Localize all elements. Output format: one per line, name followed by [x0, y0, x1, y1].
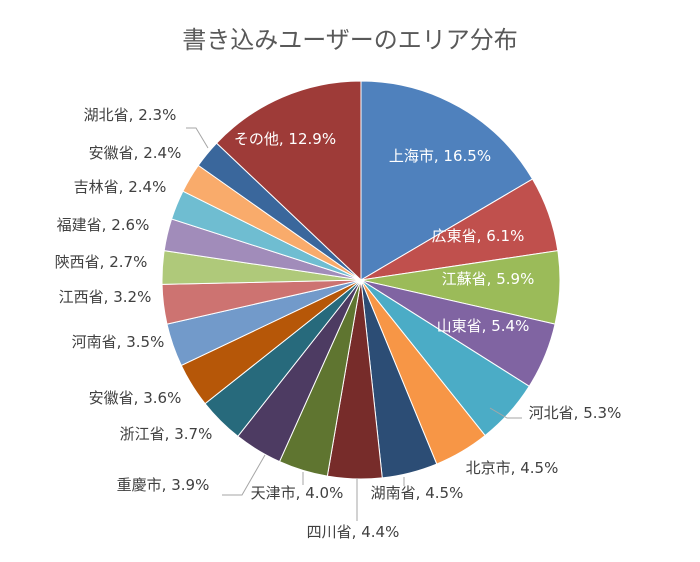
data-label-18: 湖北省, 2.3%: [84, 106, 177, 124]
data-label-3: 山東省, 5.4%: [437, 317, 530, 335]
data-label-2: 江蘇省, 5.9%: [442, 270, 535, 288]
data-label-13: 江西省, 3.2%: [59, 288, 152, 306]
data-label-9: 重慶市, 3.9%: [117, 476, 210, 494]
data-label-11: 安徽省, 3.6%: [89, 389, 182, 407]
chart-title: 書き込みユーザーのエリア分布: [182, 26, 518, 54]
leader-line-4: [489, 407, 522, 419]
data-label-17: 安徽省, 2.4%: [89, 144, 182, 162]
data-label-7: 四川省, 4.4%: [307, 523, 400, 541]
data-label-4: 河北省, 5.3%: [529, 404, 622, 422]
data-label-15: 福建省, 2.6%: [57, 216, 150, 234]
data-label-16: 吉林省, 2.4%: [74, 178, 167, 196]
data-label-12: 河南省, 3.5%: [72, 333, 165, 351]
data-label-0: 上海市, 16.5%: [389, 147, 491, 165]
pie-slice-19: [215, 80, 362, 282]
data-label-8: 天津市, 4.0%: [251, 484, 344, 502]
data-label-5: 北京市, 4.5%: [466, 459, 559, 477]
data-label-10: 浙江省, 3.7%: [120, 425, 213, 443]
pie-slice-0: [360, 80, 534, 281]
leader-line-18: [186, 127, 209, 149]
data-label-19: その他, 12.9%: [234, 130, 336, 148]
data-label-14: 陝西省, 2.7%: [55, 253, 148, 271]
leader-line-9: [222, 454, 266, 496]
data-label-6: 湖南省, 4.5%: [371, 484, 464, 502]
data-label-1: 広東省, 6.1%: [432, 227, 525, 245]
